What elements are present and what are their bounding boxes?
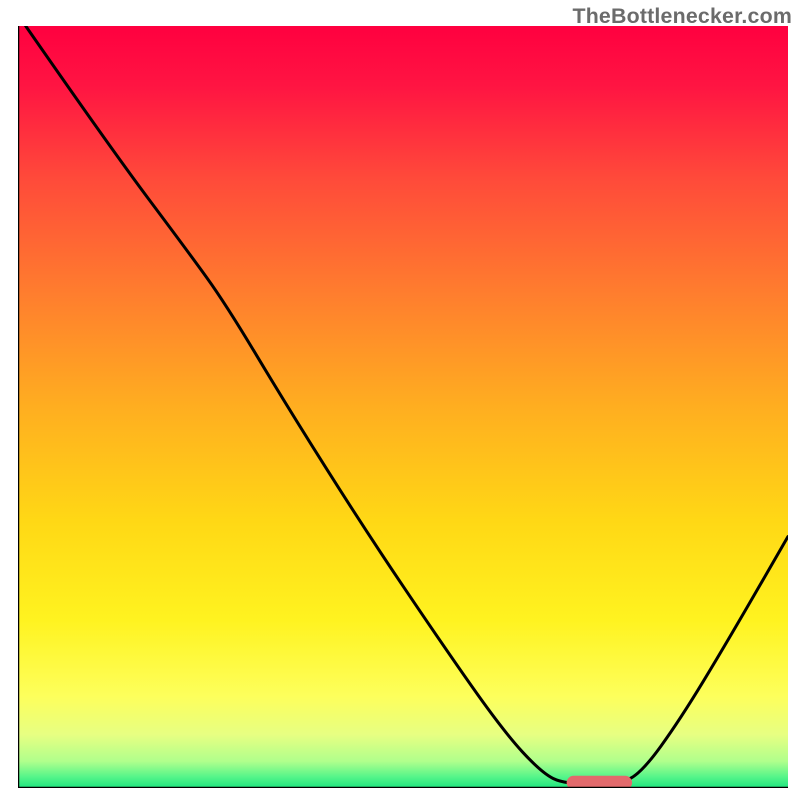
bottleneck-curve-plot: [18, 26, 788, 788]
chart-container: TheBottlenecker.com: [0, 0, 800, 800]
optimal-marker: [567, 776, 632, 788]
gradient-background: [18, 26, 788, 788]
plot-svg: [18, 26, 788, 788]
